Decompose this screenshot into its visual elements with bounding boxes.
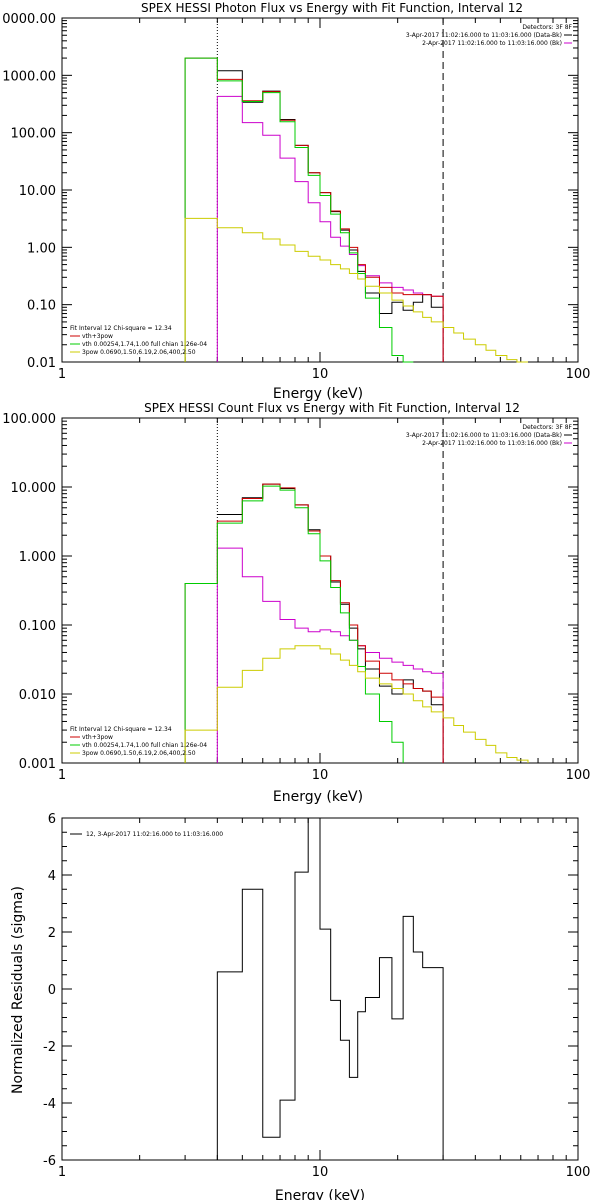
y-tick-label: 100.000 (2, 412, 56, 427)
count-flux-series (184, 418, 529, 763)
x-tick-label: 1 (58, 1165, 66, 1180)
y-tick-label: 1000.00 (2, 69, 56, 84)
y-tick-label: 0 (48, 983, 56, 998)
legend-text: 3pow 0.0690,1.50,6.19,2.06,400,2.50 (82, 750, 196, 757)
series-pow (184, 217, 528, 363)
residuals-panel: 1 10 100 -6 -4 -2 0 2 4 6 12, 3-Apr-2017 11:02:16… (10, 812, 590, 1200)
series-total (184, 57, 444, 362)
y-tick-label: 1.000 (19, 550, 56, 565)
residuals-series (216, 817, 444, 1160)
y-tick-label: 1.00 (27, 241, 56, 256)
residuals-xlabel: Energy (keV) (275, 1188, 365, 1200)
x-tick-label: 100 (566, 768, 591, 783)
legend-fit-header: Fit Interval 12 Chi-square = 12.34 (70, 325, 172, 332)
legend-text: 2-Apr-2017 11:02:16.000 to 11:03:16.000 … (422, 40, 562, 47)
series-vth (184, 57, 414, 363)
residuals-ylabel: Normalized Residuals (sigma) (10, 886, 26, 1094)
series-data (217, 70, 444, 362)
count-flux-legends: Detectors: 3F 8F3-Apr-2017 11:02:16.000 … (70, 424, 573, 757)
legend-text: 3-Apr-2017 11:02:16.000 to 11:03:16.000 … (406, 432, 562, 439)
series-data (217, 483, 444, 763)
x-tick-label: 100 (566, 367, 591, 382)
y-tick-label: 10.000 (11, 481, 57, 496)
photon-flux-axes: 1 10 100 0.01 0.10 1.00 10.00 100.00 1000.00 0000… (2, 12, 590, 382)
series-data (216, 817, 444, 1160)
y-tick-label: -4 (43, 1097, 56, 1112)
y-tick-label: -2 (43, 1040, 56, 1055)
series-vth (184, 485, 404, 763)
y-tick-label: 0.100 (19, 619, 56, 634)
series-bk (216, 95, 444, 362)
y-tick-label: -6 (43, 1154, 56, 1169)
y-tick-label: 4 (48, 869, 56, 884)
photon-flux-legends: Detectors: 3F 8F3-Apr-2017 11:02:16.000 … (70, 24, 573, 356)
photon-flux-series (184, 18, 528, 363)
count-flux-axes: 1 10 100 0.001 0.010 0.100 1.000 10.000 100.000 (2, 412, 590, 783)
photon-flux-xlabel: Energy (keV) (273, 386, 363, 402)
y-tick-label: 2 (48, 926, 56, 941)
residuals-axes: 1 10 100 -6 -4 -2 0 2 4 6 (43, 812, 590, 1180)
legend-text: vth+3pow (82, 333, 113, 340)
y-tick-label: 0.010 (19, 688, 56, 703)
y-tick-label: 0000.00 (2, 12, 56, 27)
series-total (184, 483, 444, 763)
y-tick-label: 100.00 (11, 127, 57, 142)
y-tick-label: 0.01 (27, 356, 56, 371)
legend-text: 2-Apr-2017 11:02:16.000 to 11:03:16.000 … (422, 440, 562, 447)
legend-detectors: Detectors: 3F 8F (522, 424, 572, 431)
y-tick-label: 6 (48, 812, 56, 827)
x-tick-label: 100 (566, 1165, 591, 1180)
legend-text: vth 0.00254,1.74,1.00 full chian 1.26e-0… (82, 341, 207, 348)
legend-text: 12, 3-Apr-2017 11:02:16.000 to 11:03:16.… (86, 831, 223, 838)
legend-text: vth 0.00254,1.74,1.00 full chian 1.26e-0… (82, 742, 207, 749)
count-flux-title: SPEX HESSI Count Flux vs Energy with Fit… (144, 401, 520, 415)
plot-frame (61, 417, 579, 764)
x-tick-label: 1 (58, 367, 66, 382)
legend-fit-header: Fit Interval 12 Chi-square = 12.34 (70, 726, 172, 733)
count-flux-xlabel: Energy (keV) (273, 789, 363, 805)
residuals-legend: 12, 3-Apr-2017 11:02:16.000 to 11:03:16.… (70, 831, 223, 838)
legend-text: vth+3pow (82, 734, 113, 741)
series-pow (184, 645, 529, 763)
count-flux-panel: SPEX HESSI Count Flux vs Energy with Fit… (2, 401, 590, 805)
legend-detectors: Detectors: 3F 8F (522, 24, 572, 31)
x-tick-label: 10 (312, 1165, 329, 1180)
photon-flux-title: SPEX HESSI Photon Flux vs Energy with Fi… (141, 1, 523, 15)
x-tick-label: 1 (58, 768, 66, 783)
legend-text: 3-Apr-2017 11:02:16.000 to 11:03:16.000 … (406, 32, 562, 39)
x-tick-label: 10 (312, 367, 329, 382)
y-tick-label: 0.10 (27, 299, 56, 314)
x-tick-label: 10 (312, 768, 329, 783)
y-tick-label: 0.001 (19, 757, 56, 772)
legend-text: 3pow 0.0690,1.50,6.19,2.06,400,2.50 (82, 349, 196, 356)
y-tick-label: 10.00 (19, 184, 56, 199)
photon-flux-panel: SPEX HESSI Photon Flux vs Energy with Fi… (2, 1, 590, 402)
